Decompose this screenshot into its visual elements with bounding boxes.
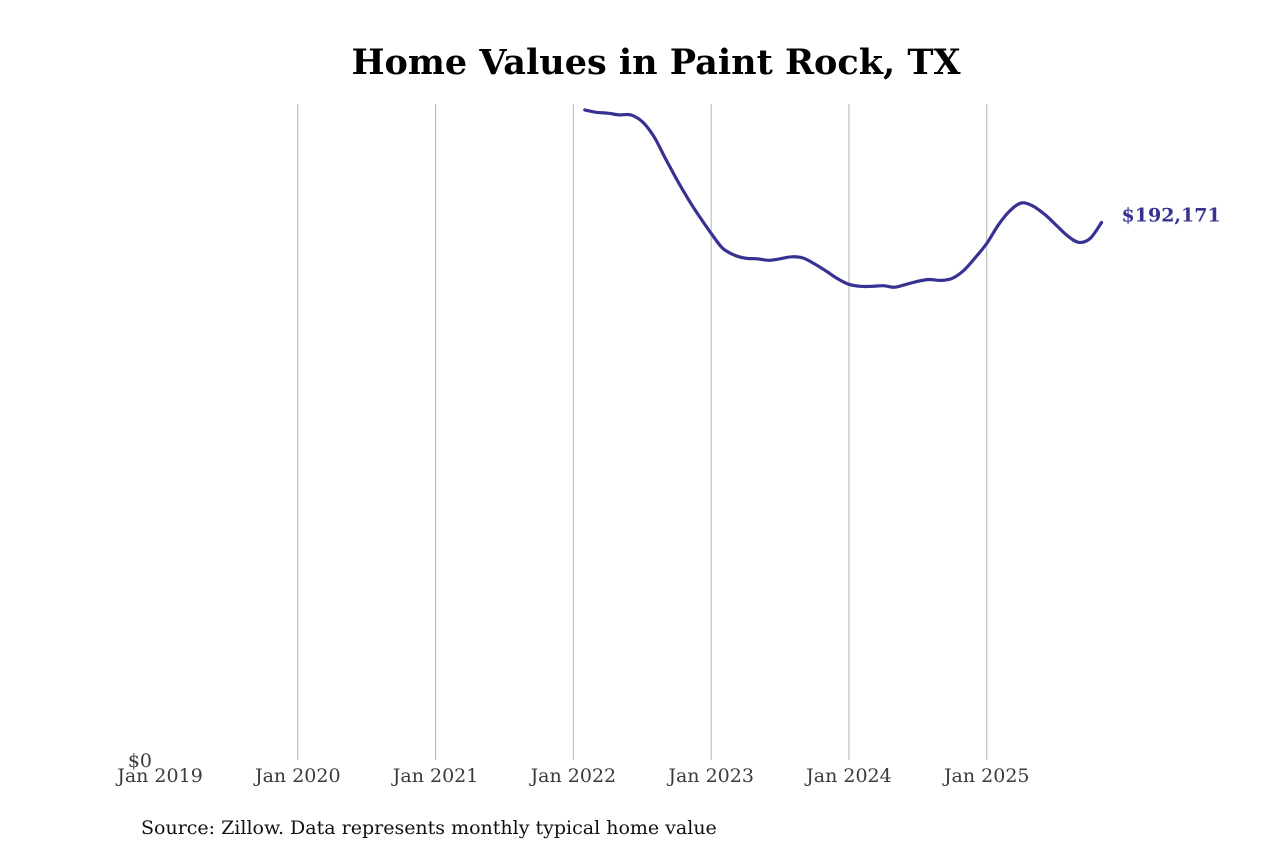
source-note: Source: Zillow. Data represents monthly …: [141, 817, 717, 839]
x-axis: Jan 2019 Jan 2020 Jan 2021 Jan 2022 Jan 2023…: [115, 765, 1029, 787]
plot-area: $192,171: [583, 108, 1221, 289]
x-tick-label: Jan 2025: [942, 765, 1030, 787]
end-value-label: $192,171: [1122, 204, 1221, 226]
y-tick-label: $0: [128, 750, 152, 772]
x-tick-label: Jan 2020: [253, 765, 341, 787]
x-tick-label: Jan 2022: [529, 765, 617, 787]
y-axis: $0: [128, 750, 152, 772]
chart-title: Home Values in Paint Rock, TX: [351, 42, 961, 83]
x-tick-label: Jan 2019: [115, 765, 203, 787]
gridlines: [297, 104, 988, 760]
x-tick-label: Jan 2021: [391, 765, 479, 787]
series-line: [583, 108, 1104, 289]
x-tick-label: Jan 2023: [666, 765, 754, 787]
x-tick-label: Jan 2024: [804, 765, 892, 787]
